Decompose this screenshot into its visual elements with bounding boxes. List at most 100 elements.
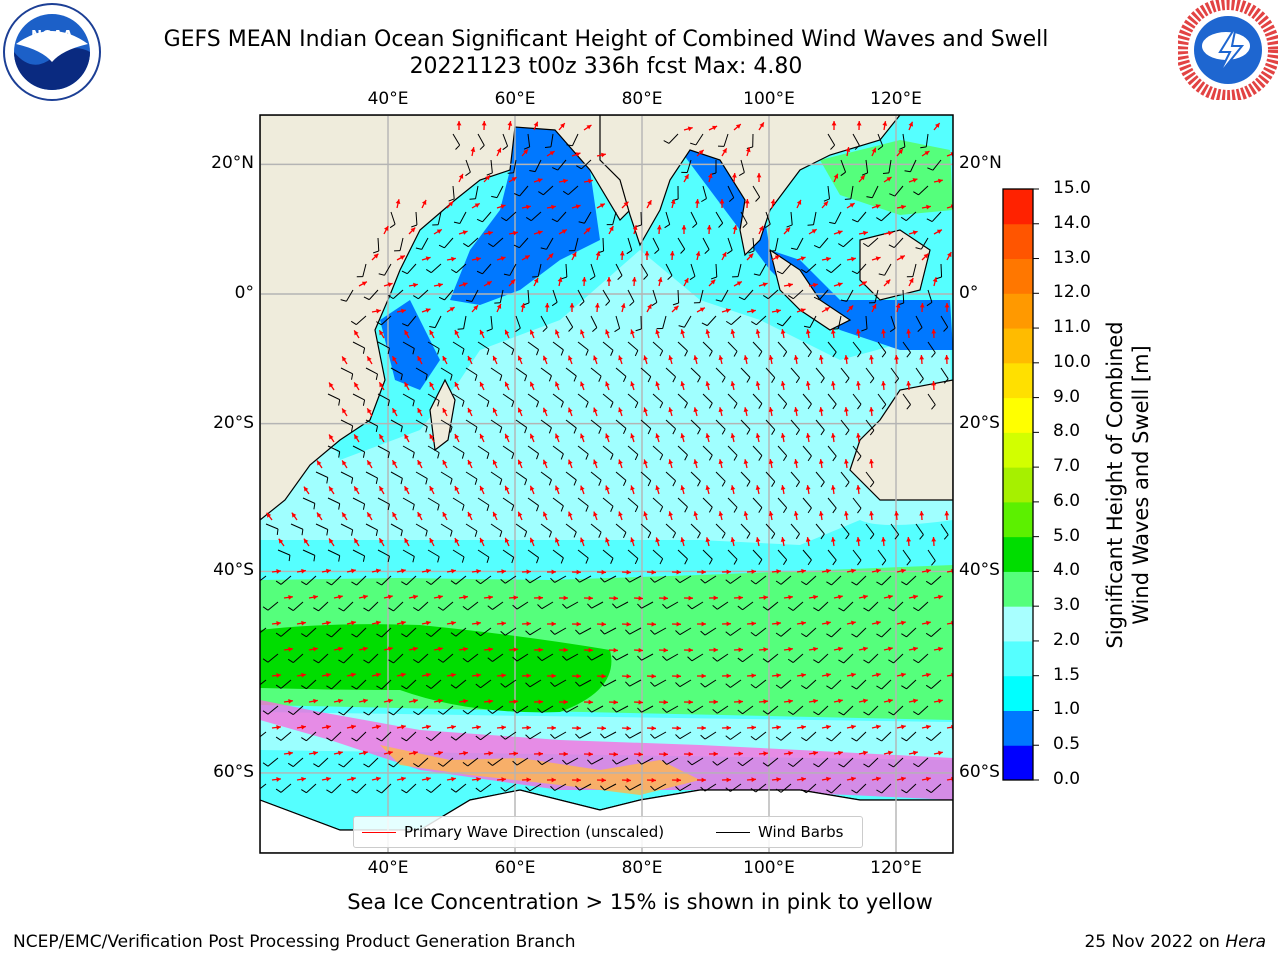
wind-barb bbox=[352, 497, 365, 505]
wind-barb bbox=[390, 211, 396, 225]
wave-arrow-head bbox=[762, 282, 768, 287]
wind-barb bbox=[415, 211, 418, 226]
wind-barb-flag bbox=[700, 734, 706, 740]
wave-arrow-head bbox=[856, 485, 861, 490]
wind-barb-flag bbox=[742, 223, 748, 228]
lon-tick-bottom: 60°E bbox=[494, 858, 536, 878]
wind-barb bbox=[529, 783, 542, 792]
wind-barb bbox=[652, 341, 664, 352]
wind-barb bbox=[352, 341, 365, 349]
wind-barb bbox=[418, 757, 429, 768]
wind-barb bbox=[480, 575, 492, 585]
wind-barb bbox=[552, 289, 558, 303]
wind-barb bbox=[857, 211, 867, 223]
wind-barb bbox=[790, 367, 800, 379]
wind-barb-flag bbox=[813, 296, 820, 301]
wave-arrow-head bbox=[631, 277, 637, 282]
wind-barb-flag bbox=[927, 167, 934, 171]
wave-arrow-head bbox=[563, 699, 568, 705]
colorbar-swatch bbox=[1003, 467, 1033, 503]
wind-barb-flag bbox=[783, 559, 788, 566]
wave-arrow-head bbox=[401, 308, 406, 314]
wave-arrow-head bbox=[726, 777, 731, 783]
wind-barb bbox=[509, 263, 517, 276]
wind-barb bbox=[515, 367, 527, 376]
wind-barb-flag bbox=[450, 632, 457, 637]
wave-arrow-head bbox=[900, 620, 906, 626]
wind-barb bbox=[881, 783, 892, 794]
wind-barb-flag bbox=[513, 193, 520, 197]
wave-arrow-head bbox=[580, 485, 585, 491]
wind-barb-flag bbox=[437, 504, 440, 511]
wave-arrow-head bbox=[738, 699, 743, 705]
wave-direction-arrow bbox=[946, 622, 953, 625]
wave-arrow-head bbox=[375, 776, 381, 782]
wind-barb bbox=[267, 601, 279, 611]
wave-arrow-head bbox=[680, 329, 686, 335]
wave-arrow-head bbox=[881, 329, 886, 334]
wind-barb-flag bbox=[425, 426, 428, 433]
wave-arrow-head bbox=[919, 511, 925, 516]
wave-arrow-head bbox=[818, 355, 824, 360]
wind-barb bbox=[865, 367, 875, 379]
wind-barb-flag bbox=[287, 762, 294, 768]
wave-arrow-head bbox=[718, 407, 724, 413]
wind-barb-flag bbox=[499, 531, 503, 538]
wind-barb-flag bbox=[838, 659, 844, 664]
wave-arrow-head bbox=[926, 776, 931, 782]
wind-barb-flag bbox=[438, 244, 445, 249]
wind-barb-flag bbox=[733, 559, 738, 565]
wind-barb-flag bbox=[647, 428, 652, 435]
wave-arrow-head bbox=[680, 485, 686, 491]
wind-barb bbox=[856, 627, 867, 638]
wind-barb-flag bbox=[462, 762, 469, 767]
wind-barb bbox=[640, 419, 652, 429]
wind-barb bbox=[742, 705, 754, 715]
wind-barb bbox=[590, 523, 602, 533]
wave-arrow-head bbox=[862, 698, 868, 704]
wave-direction-arrow bbox=[946, 778, 953, 781]
wind-barb-flag bbox=[904, 170, 911, 173]
wind-barb bbox=[902, 549, 911, 561]
wind-barb bbox=[652, 497, 664, 508]
wind-barb-flag bbox=[540, 247, 547, 250]
wind-barb bbox=[390, 471, 403, 479]
wind-barb-flag bbox=[894, 378, 900, 384]
wind-barb bbox=[856, 263, 867, 275]
wind-barb-flag bbox=[662, 603, 668, 609]
wave-arrow-head bbox=[301, 568, 306, 574]
wind-barb bbox=[815, 419, 825, 431]
wind-barb-flag bbox=[746, 429, 751, 435]
wind-barb bbox=[292, 757, 304, 767]
wave-arrow-head bbox=[488, 699, 493, 704]
wind-barb bbox=[765, 367, 776, 378]
wind-barb bbox=[577, 341, 589, 351]
wind-barb bbox=[690, 471, 701, 482]
wave-arrow-head bbox=[931, 537, 937, 542]
wave-arrow-head bbox=[663, 751, 668, 757]
arabian-sea-low bbox=[450, 127, 600, 305]
wind-barb-flag bbox=[511, 349, 515, 356]
wind-barb bbox=[890, 523, 900, 535]
wind-barb bbox=[906, 575, 917, 586]
wind-barb bbox=[465, 419, 478, 428]
wind-barb-flag bbox=[738, 296, 745, 301]
wind-barb bbox=[406, 679, 417, 690]
wave-arrow-head bbox=[492, 407, 498, 413]
wind-barb bbox=[755, 783, 767, 793]
southern-ocean-core-4-5m bbox=[260, 624, 612, 713]
wind-barb bbox=[541, 601, 554, 610]
wind-barb bbox=[840, 159, 847, 173]
wind-barb-flag bbox=[437, 762, 444, 767]
wind-barb-flag bbox=[585, 401, 589, 408]
colorbar-tick-label: 8.0 bbox=[1053, 421, 1081, 442]
wind-barb-flag bbox=[863, 763, 869, 768]
wind-barb-flag bbox=[525, 682, 531, 688]
wind-barb bbox=[827, 549, 837, 561]
wind-barb-flag bbox=[326, 737, 332, 742]
wind-barb bbox=[362, 263, 367, 277]
wind-barb-flag bbox=[610, 506, 614, 512]
wind-barb bbox=[666, 601, 679, 609]
wind-barb-flag bbox=[486, 504, 490, 511]
wave-arrow-head bbox=[788, 594, 793, 600]
